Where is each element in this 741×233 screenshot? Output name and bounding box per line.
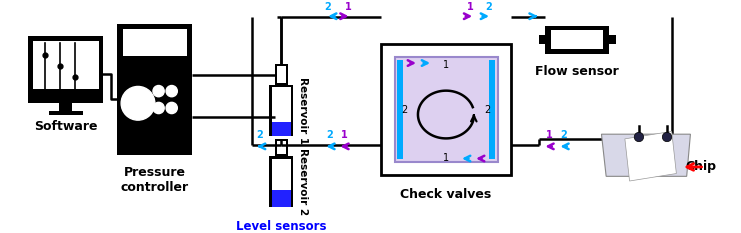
Text: 1: 1 <box>443 60 449 70</box>
Polygon shape <box>625 131 677 181</box>
Circle shape <box>153 102 165 114</box>
Bar <box>382 44 511 175</box>
Bar <box>272 122 290 136</box>
Bar <box>269 156 293 207</box>
Circle shape <box>166 86 177 97</box>
Bar <box>272 87 290 122</box>
Text: 1: 1 <box>443 153 449 163</box>
Bar <box>123 29 187 55</box>
Text: Flow sensor: Flow sensor <box>535 65 619 78</box>
Bar <box>275 64 288 85</box>
Text: Check valves: Check valves <box>400 188 492 202</box>
Bar <box>272 158 290 193</box>
Text: 1: 1 <box>341 130 348 140</box>
Bar <box>551 30 603 49</box>
Text: 1: 1 <box>345 2 352 12</box>
Bar <box>117 24 193 155</box>
Text: Software: Software <box>34 120 98 133</box>
Text: Reservoir 2: Reservoir 2 <box>298 148 308 215</box>
Bar <box>394 57 497 162</box>
Text: Level sensors: Level sensors <box>236 220 327 233</box>
Circle shape <box>153 86 165 97</box>
Bar <box>49 111 83 116</box>
Bar <box>275 139 288 156</box>
Bar <box>269 85 293 136</box>
Text: 2: 2 <box>484 105 491 115</box>
Bar <box>609 35 616 44</box>
Bar <box>276 141 286 154</box>
Text: 2: 2 <box>325 2 331 12</box>
Bar <box>539 35 545 44</box>
Text: 2: 2 <box>402 105 408 115</box>
Bar <box>33 41 99 89</box>
Text: 1: 1 <box>467 2 473 12</box>
Bar <box>276 66 286 83</box>
Text: 2: 2 <box>486 2 493 12</box>
Text: Chip: Chip <box>685 161 717 173</box>
Text: 2: 2 <box>327 130 333 140</box>
Text: Reservoir 1: Reservoir 1 <box>298 77 308 144</box>
Text: 1: 1 <box>545 130 552 140</box>
Bar <box>489 60 495 159</box>
Polygon shape <box>602 134 691 176</box>
Bar <box>272 190 290 207</box>
Text: 2: 2 <box>256 130 263 140</box>
Bar <box>397 60 403 159</box>
Text: 2: 2 <box>561 130 568 140</box>
Circle shape <box>166 102 177 114</box>
Circle shape <box>662 132 671 142</box>
Bar <box>59 103 73 111</box>
Bar <box>545 26 609 54</box>
Circle shape <box>121 86 155 120</box>
Bar <box>28 36 103 103</box>
Circle shape <box>634 132 644 142</box>
Text: Pressure
controller: Pressure controller <box>121 166 189 194</box>
